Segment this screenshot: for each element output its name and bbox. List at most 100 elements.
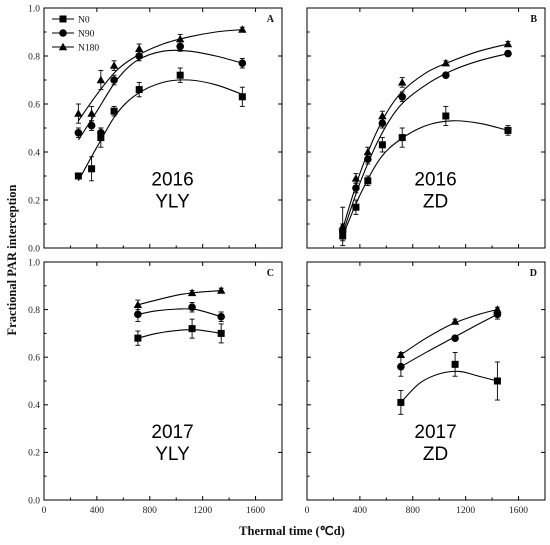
y-tick-label: 0.0 [28, 244, 40, 254]
panel-caption-line: 2017 [414, 422, 456, 443]
data-point-n180 [87, 109, 96, 117]
x-tick-label: 1600 [509, 506, 528, 516]
data-point-n0 [398, 134, 406, 142]
series-n0 [397, 351, 501, 415]
data-point-n90 [238, 59, 247, 67]
y-tick-label: 0.4 [28, 401, 40, 411]
data-point-n90 [188, 303, 196, 312]
data-point-n0 [451, 360, 459, 368]
legend-label: N180 [78, 43, 99, 53]
data-point-n180 [378, 111, 387, 120]
data-point-n0 [134, 334, 142, 342]
data-point-n90 [504, 49, 512, 58]
fit-curve-n90 [77, 49, 243, 141]
panel-caption-line: YLY [155, 192, 190, 213]
data-point-n0 [238, 93, 246, 101]
legend-item-n0: N0 [52, 15, 90, 25]
panel-letter: B [530, 14, 537, 25]
data-point-n180 [109, 61, 119, 69]
y-tick-label: 0.6 [28, 100, 40, 110]
data-point-n90 [74, 129, 83, 137]
data-point-n180 [363, 147, 373, 156]
x-tick-label: 1200 [456, 506, 475, 516]
y-tick-label: 0.4 [28, 148, 40, 158]
y-tick-label: 1.0 [28, 4, 40, 14]
panel-caption-line: 2016 [414, 170, 456, 191]
x-tick-label: 800 [406, 506, 421, 516]
x-tick-label: 0 [305, 506, 310, 516]
panel-letter: C [267, 268, 274, 279]
data-point-n180 [238, 25, 247, 33]
fit-curve-n180 [77, 29, 243, 122]
series-n180 [396, 305, 502, 359]
fit-curve-n90 [137, 308, 222, 318]
data-point-n0 [364, 177, 372, 185]
panel-letter: A [267, 14, 275, 25]
series-n180 [338, 39, 513, 247]
x-tick-label: 400 [353, 506, 368, 516]
data-point-n90 [134, 310, 142, 319]
fit-curve-n0 [342, 120, 509, 237]
data-point-n0 [352, 203, 360, 211]
fit-curve-n180 [342, 43, 509, 229]
data-point-n90 [176, 42, 184, 51]
data-point-n90 [398, 93, 407, 101]
legend-marker-n0 [59, 15, 67, 23]
data-point-n180 [216, 286, 226, 294]
x-tick-label: 1600 [246, 506, 265, 516]
y-tick-label: 0.2 [28, 196, 40, 206]
legend-item-n180: N180 [52, 42, 99, 53]
data-point-n90 [442, 71, 450, 79]
data-point-n180 [351, 174, 361, 182]
data-point-n0 [110, 107, 118, 115]
data-point-n0 [493, 377, 501, 385]
data-point-n0 [74, 172, 82, 180]
data-point-n90 [397, 362, 405, 371]
data-point-n180 [441, 58, 451, 67]
fit-curve-n0 [400, 370, 498, 403]
data-point-n90 [217, 312, 225, 321]
y-tick-label: 0.8 [28, 306, 40, 316]
data-point-n90 [352, 184, 360, 192]
data-point-n0 [88, 165, 96, 173]
data-point-n0 [135, 86, 143, 94]
data-point-n90 [378, 119, 387, 127]
data-point-n0 [442, 112, 450, 120]
legend-label: N90 [78, 29, 95, 39]
legend: N0 N90 N180 [52, 15, 99, 53]
panel-caption-line: ZD [423, 444, 448, 465]
y-tick-label: 0.0 [28, 496, 40, 506]
data-point-n180 [396, 350, 406, 359]
series-n90 [397, 309, 502, 377]
x-axis-title: Thermal time (℃d) [239, 524, 345, 538]
x-tick-label: 1200 [193, 506, 212, 516]
panel-caption-line: YLY [155, 444, 190, 465]
data-point-n90 [97, 129, 105, 137]
legend-marker-n90 [59, 29, 67, 37]
data-point-n180 [96, 75, 106, 84]
data-point-n90 [87, 121, 96, 130]
data-point-n180 [503, 39, 513, 48]
data-point-n0 [397, 398, 405, 406]
data-point-n180 [135, 44, 144, 52]
data-point-n0 [504, 126, 512, 134]
data-point-n0 [378, 141, 386, 149]
fit-curve-n90 [400, 313, 498, 368]
data-point-n180 [187, 288, 197, 297]
legend-item-n90: N90 [52, 29, 95, 39]
data-point-n90 [364, 155, 372, 163]
data-point-n180 [493, 305, 502, 313]
data-point-n180 [133, 300, 143, 309]
fit-curve-n0 [77, 79, 243, 182]
fit-curve-n180 [137, 290, 222, 306]
data-point-n180 [450, 317, 460, 325]
data-point-n180 [175, 34, 185, 43]
data-point-n180 [74, 109, 83, 117]
panel-letter: D [530, 268, 537, 279]
data-point-n0 [176, 71, 184, 79]
